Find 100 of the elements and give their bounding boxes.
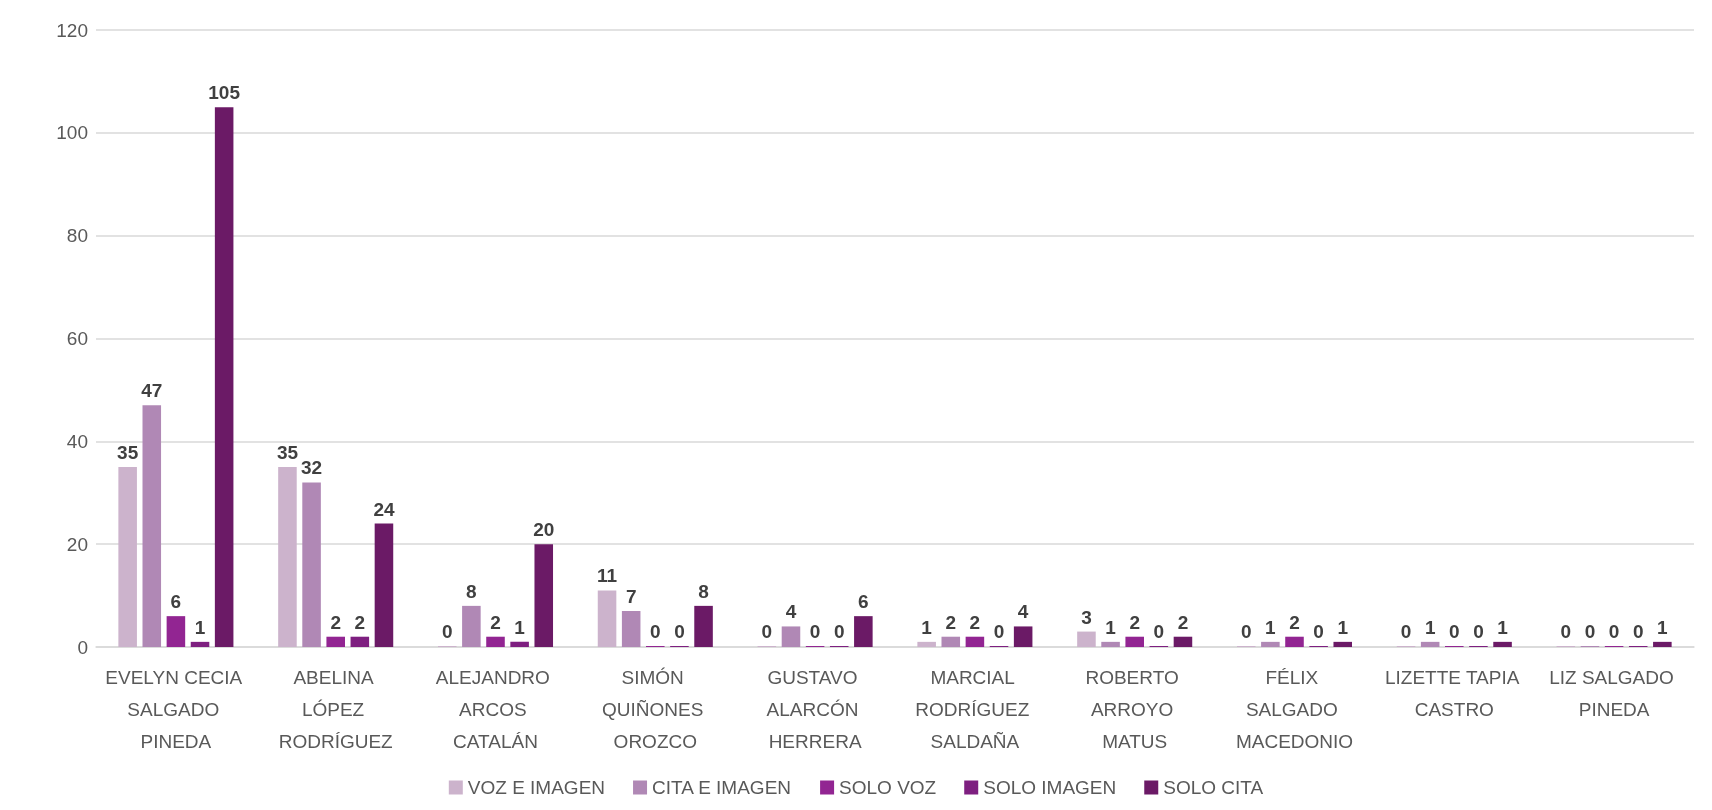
data-label: 6 <box>858 591 869 613</box>
y-tick-label: 0 <box>77 636 88 658</box>
data-label: 0 <box>1584 621 1596 642</box>
data-label: 1 <box>194 616 206 638</box>
x-tick-label: ROBERTO ARROYO MATUS <box>1085 666 1184 752</box>
bar <box>302 482 321 647</box>
legend-label: SOLO VOZ <box>839 777 937 798</box>
bar <box>1420 641 1440 647</box>
data-label: 2 <box>1289 611 1300 633</box>
y-tick-label: 60 <box>66 328 88 349</box>
bar <box>278 467 297 647</box>
bar <box>486 636 505 647</box>
data-label: 1 <box>1497 616 1509 638</box>
data-label: 0 <box>1240 621 1252 642</box>
legend-label: SOLO CITA <box>1163 777 1264 798</box>
bar <box>1493 641 1512 647</box>
bar <box>1333 641 1353 647</box>
data-label: 24 <box>373 498 395 520</box>
x-tick-label: SIMÓN QUIÑONES OROZCO <box>601 666 709 752</box>
data-label: 4 <box>1017 601 1029 623</box>
x-tick-label: EVELYN CECIA SALGADO PINEDA <box>105 666 247 752</box>
data-label: 2 <box>969 611 981 633</box>
data-label: 1 <box>921 616 933 638</box>
legend-label: SOLO IMAGEN <box>983 777 1117 798</box>
data-label: 2 <box>1129 611 1140 633</box>
x-tick-label: MARCIAL RODRÍGUEZ SALDAÑA <box>915 666 1035 752</box>
x-tick-label: GUSTAVO ALARCÓN HERRERA <box>766 666 864 752</box>
x-tick-label: LIZETTE TAPIA CASTRO <box>1384 666 1524 720</box>
y-tick-label: 80 <box>66 225 88 247</box>
data-label: 2 <box>354 611 366 633</box>
bar <box>597 590 617 647</box>
data-label: 0 <box>1608 621 1620 642</box>
bar <box>326 636 345 647</box>
data-label: 0 <box>1313 621 1324 642</box>
data-label: 0 <box>993 621 1005 642</box>
data-label: 32 <box>301 457 323 479</box>
bar <box>781 626 801 647</box>
bar <box>941 636 961 647</box>
data-label: 4 <box>785 601 797 623</box>
bar <box>917 641 936 647</box>
bar <box>1101 641 1120 647</box>
data-label: 6 <box>170 591 182 613</box>
bar <box>534 544 554 647</box>
data-label: 47 <box>141 380 163 402</box>
data-label: 3 <box>1081 606 1092 628</box>
data-label: 8 <box>698 580 709 602</box>
bar <box>1125 636 1144 647</box>
data-label: 20 <box>533 519 555 541</box>
bar <box>1285 636 1304 647</box>
bar <box>462 605 481 647</box>
data-label: 2 <box>490 611 501 633</box>
data-label: 1 <box>1265 616 1277 638</box>
data-label: 0 <box>1473 621 1484 642</box>
legend-label: VOZ E IMAGEN <box>467 777 606 798</box>
y-tick-label: 40 <box>66 430 88 452</box>
bar <box>1261 641 1280 647</box>
bar <box>214 107 234 647</box>
bar <box>374 523 394 647</box>
data-label: 0 <box>1560 621 1572 642</box>
data-label: 35 <box>117 442 139 464</box>
bar <box>350 636 370 647</box>
data-label: 2 <box>330 611 341 633</box>
bar <box>510 641 529 647</box>
bar <box>1173 636 1193 647</box>
bar <box>142 405 162 647</box>
data-label: 2 <box>1177 611 1189 633</box>
data-label: 0 <box>809 621 821 642</box>
bar <box>1653 641 1672 647</box>
data-label: 0 <box>650 621 661 642</box>
data-label: 0 <box>441 621 453 642</box>
bar <box>621 611 641 647</box>
bar <box>190 641 210 647</box>
x-tick-label: ALEJANDRO ARCOS CATALÁN <box>435 666 556 752</box>
data-label: 8 <box>466 580 477 602</box>
y-tick-label: 100 <box>56 122 88 144</box>
data-label: 0 <box>1632 621 1644 642</box>
data-label: 1 <box>514 616 526 638</box>
bar <box>854 616 873 647</box>
bar <box>694 605 713 647</box>
data-label: 0 <box>1449 621 1460 642</box>
data-label: 0 <box>833 621 845 642</box>
y-tick-label: 120 <box>56 19 88 41</box>
data-label: 1 <box>1337 616 1349 638</box>
data-label: 11 <box>597 565 618 587</box>
data-label: 0 <box>1400 621 1412 642</box>
data-label: 7 <box>625 586 637 608</box>
x-tick-label: LIZ SALGADO PINEDA <box>1549 666 1680 720</box>
bar <box>118 467 137 647</box>
data-label: 35 <box>276 442 299 464</box>
data-label: 105 <box>208 82 241 104</box>
data-label: 0 <box>1153 621 1165 642</box>
bar <box>965 636 985 647</box>
data-label: 1 <box>1424 616 1436 638</box>
data-label: 0 <box>674 621 685 642</box>
data-label: 1 <box>1657 616 1669 638</box>
bar <box>1013 626 1033 647</box>
bar <box>166 616 186 647</box>
x-tick-label: FÉLIX SALGADO MACEDONIO <box>1235 666 1354 752</box>
bar <box>1077 631 1096 647</box>
y-tick-label: 20 <box>66 533 88 555</box>
